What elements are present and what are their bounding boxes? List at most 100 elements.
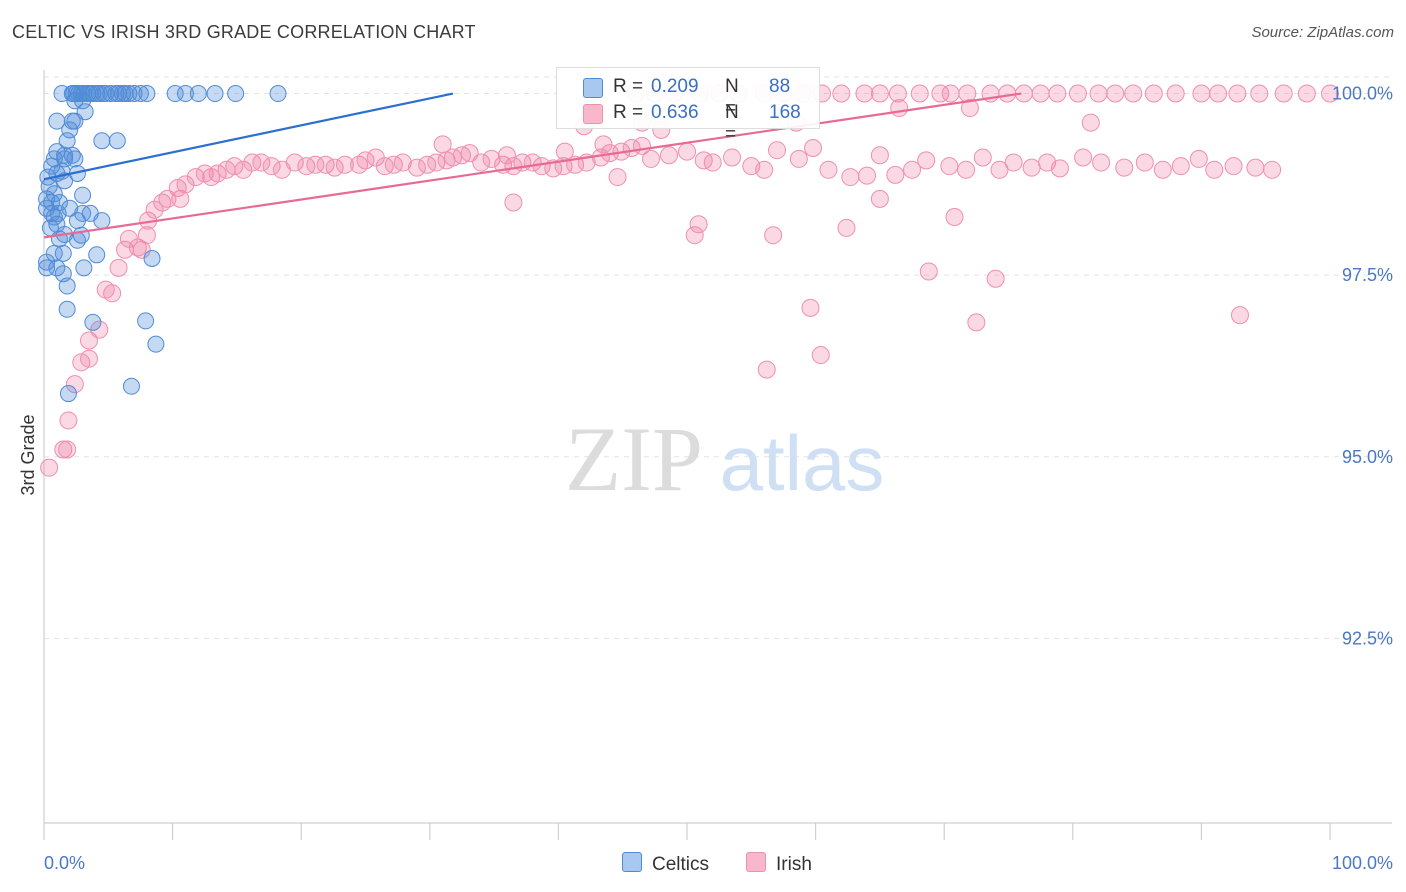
irish-point [703, 153, 722, 172]
irish-point [832, 84, 851, 103]
irish-point [1050, 159, 1069, 178]
celtics-point [66, 150, 84, 168]
n-label: N = [725, 76, 739, 119]
celtics-point [206, 85, 224, 103]
irish-point [1153, 160, 1172, 179]
irish-point [407, 158, 426, 177]
irish-point [1022, 158, 1041, 177]
celtics-point [93, 132, 111, 150]
irish-point [225, 157, 244, 176]
celtics-point [122, 377, 140, 395]
celtics-point [58, 277, 76, 295]
celtics-point [54, 244, 72, 262]
irish-point [789, 149, 808, 168]
irish-point [433, 135, 452, 154]
irish-point [145, 200, 164, 219]
irish-point [888, 84, 907, 103]
legend-item-celtics[interactable]: Celtics [622, 852, 709, 876]
legend-item-irish[interactable]: Irish [746, 852, 812, 876]
irish-point [1068, 84, 1087, 103]
irish-point [1205, 160, 1224, 179]
irish-point [472, 153, 491, 172]
celtics-point [116, 85, 134, 103]
y-axis-label: 3rd Grade [18, 414, 38, 495]
irish-point [689, 215, 708, 234]
legend-swatch-celtics [622, 852, 642, 872]
irish-point [1171, 157, 1190, 176]
irish-point [957, 160, 976, 179]
watermark-atlas: atlas [720, 419, 885, 507]
irish-point [1092, 153, 1111, 172]
irish-point [1144, 84, 1163, 103]
x-tick-label: 0.0% [44, 853, 85, 873]
y-tick-label: 95.0% [1342, 447, 1393, 467]
irish-point [186, 168, 205, 187]
irish-point [1124, 84, 1143, 103]
irish-point [594, 135, 613, 154]
irish-point [764, 226, 783, 245]
stats-legend: R = 0.209 N = 88 R = 0.636 N = 168 [556, 67, 820, 145]
celtics-point [227, 85, 245, 103]
source-credit: Source: ZipAtlas.com [1251, 24, 1394, 41]
n-label: N = [725, 102, 739, 145]
irish-point [919, 262, 938, 281]
irish-point [757, 360, 776, 379]
celtics-point [38, 253, 56, 271]
irish-point [678, 142, 696, 161]
irish-point [252, 153, 271, 172]
irish-point [941, 84, 960, 103]
irish-point [497, 146, 516, 165]
celtics-point [59, 385, 77, 403]
irish-point [1228, 84, 1247, 103]
celtics-point [66, 112, 84, 130]
irish-point [1321, 84, 1339, 103]
irish-point [1004, 153, 1023, 172]
irish-point [171, 189, 190, 208]
irish-point [325, 158, 344, 177]
irish-point [555, 142, 574, 161]
irish-point [418, 155, 437, 174]
celtics-points [38, 85, 287, 403]
irish-point [837, 218, 856, 237]
legend-swatch-irish [746, 852, 766, 872]
irish-point [1209, 84, 1228, 103]
n-value: 88 [769, 76, 791, 97]
irish-points [40, 84, 1339, 477]
celtics-point [166, 85, 184, 103]
celtics-point [110, 85, 128, 103]
celtics-point [75, 259, 93, 277]
irish-point [973, 148, 992, 167]
irish-point [285, 153, 304, 172]
irish-point [356, 151, 375, 170]
irish-point [96, 280, 115, 299]
irish-point [804, 139, 823, 158]
irish-point [1224, 157, 1243, 176]
irish-point [1074, 148, 1093, 167]
irish-point [80, 349, 99, 368]
legend-swatch-irish [583, 104, 603, 124]
celtics-point [97, 85, 115, 103]
irish-point [768, 141, 787, 160]
irish-point [109, 258, 128, 277]
irish-point [59, 411, 78, 430]
irish-point [858, 166, 877, 185]
celtics-point [84, 313, 102, 331]
r-label: R = [613, 76, 644, 97]
tick-labels: 100.0% 97.5% 95.0% 92.5% 0.0% 100.0% [44, 84, 1393, 873]
irish-point [608, 168, 627, 187]
celtics-point [269, 85, 287, 103]
celtics-point [74, 92, 92, 110]
legend-label-irish: Irish [776, 854, 812, 875]
r-value: 0.209 [651, 76, 699, 97]
n-value: 168 [769, 102, 801, 123]
celtics-point [72, 226, 90, 244]
irish-point [960, 99, 979, 118]
irish-point [723, 148, 742, 167]
irish-point [504, 193, 523, 212]
celtics-point [125, 85, 143, 103]
celtics-point [53, 85, 71, 103]
trend-lines [43, 92, 1022, 239]
r-value: 0.636 [651, 102, 699, 123]
irish-point [384, 155, 403, 174]
irish-point [297, 157, 316, 176]
